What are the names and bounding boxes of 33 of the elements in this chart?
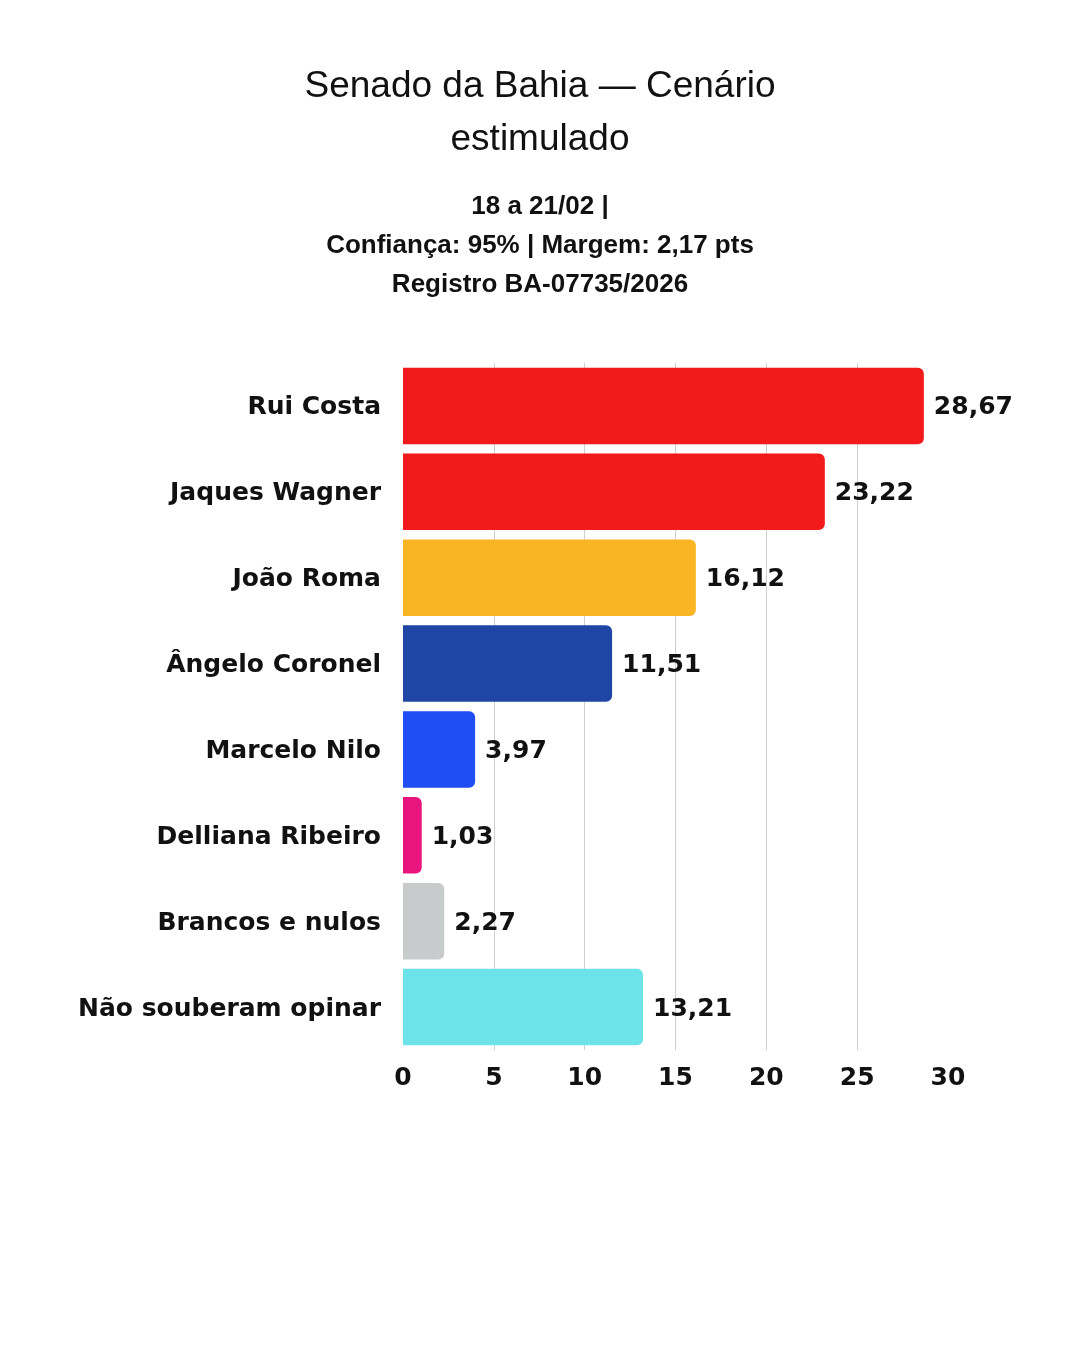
x-tick-label: 20 (748, 1062, 784, 1091)
bar (403, 711, 476, 788)
data-label: 23,22 (834, 477, 914, 507)
x-tick-label: 15 (658, 1062, 693, 1091)
data-label: 28,67 (933, 391, 1013, 421)
data-label: 11,51 (622, 649, 702, 679)
chart-title: Senado da Bahia — Cenário estimulado (303, 63, 777, 160)
data-label: 3,97 (485, 734, 547, 764)
x-tick-label: 5 (485, 1062, 503, 1091)
x-tick-label: 10 (567, 1062, 603, 1091)
bar (403, 367, 924, 445)
data-label: 2,27 (454, 906, 516, 936)
bar (403, 968, 643, 1046)
y-tick-label: João Roma (230, 563, 381, 593)
data-label: 16,12 (705, 563, 785, 593)
y-tick-label: Marcelo Nilo (205, 734, 381, 764)
x-tick-label: 30 (930, 1062, 966, 1091)
chart-subtitle: 18 a 21/02 | Confiança: 95% | Margem: 2,17 pts Registro BA-07735/2026 (325, 189, 755, 300)
y-tick-label: Jaques Wagner (168, 477, 382, 507)
bar (403, 625, 613, 702)
bar (403, 882, 445, 960)
bar (403, 539, 696, 616)
x-tick-label: 25 (839, 1062, 875, 1091)
y-tick-label: Ângelo Coronel (166, 649, 381, 679)
bar (403, 797, 422, 874)
x-tick-label: 0 (394, 1062, 412, 1091)
data-label: 13,21 (652, 992, 733, 1022)
y-tick-label: Delliana Ribeiro (156, 820, 381, 850)
data-label: 1,03 (431, 820, 494, 850)
bar (403, 453, 825, 531)
y-tick-label: Não souberam opinar (78, 992, 382, 1022)
y-tick-label: Rui Costa (247, 391, 381, 421)
y-tick-label: Brancos e nulos (157, 906, 381, 936)
